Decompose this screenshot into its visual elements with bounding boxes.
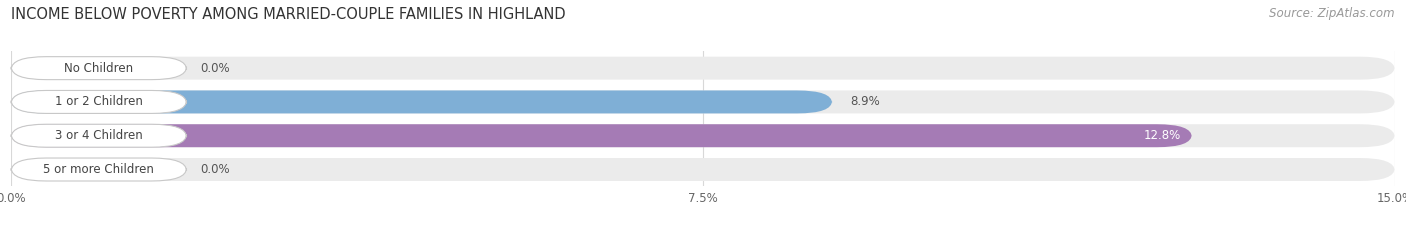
FancyBboxPatch shape — [11, 124, 187, 147]
Text: 5 or more Children: 5 or more Children — [44, 163, 155, 176]
FancyBboxPatch shape — [11, 158, 187, 181]
Text: 1 or 2 Children: 1 or 2 Children — [55, 96, 143, 108]
FancyBboxPatch shape — [11, 124, 1395, 147]
FancyBboxPatch shape — [11, 57, 187, 80]
FancyBboxPatch shape — [11, 90, 832, 113]
FancyBboxPatch shape — [11, 90, 187, 113]
FancyBboxPatch shape — [11, 124, 1192, 147]
Text: 0.0%: 0.0% — [200, 62, 231, 75]
Text: INCOME BELOW POVERTY AMONG MARRIED-COUPLE FAMILIES IN HIGHLAND: INCOME BELOW POVERTY AMONG MARRIED-COUPL… — [11, 7, 565, 22]
Text: Source: ZipAtlas.com: Source: ZipAtlas.com — [1270, 7, 1395, 20]
FancyBboxPatch shape — [11, 158, 1395, 181]
Text: No Children: No Children — [65, 62, 134, 75]
FancyBboxPatch shape — [11, 90, 1395, 113]
Text: 0.0%: 0.0% — [200, 163, 231, 176]
Text: 3 or 4 Children: 3 or 4 Children — [55, 129, 143, 142]
Text: 8.9%: 8.9% — [851, 96, 880, 108]
FancyBboxPatch shape — [11, 57, 1395, 80]
Text: 12.8%: 12.8% — [1143, 129, 1181, 142]
